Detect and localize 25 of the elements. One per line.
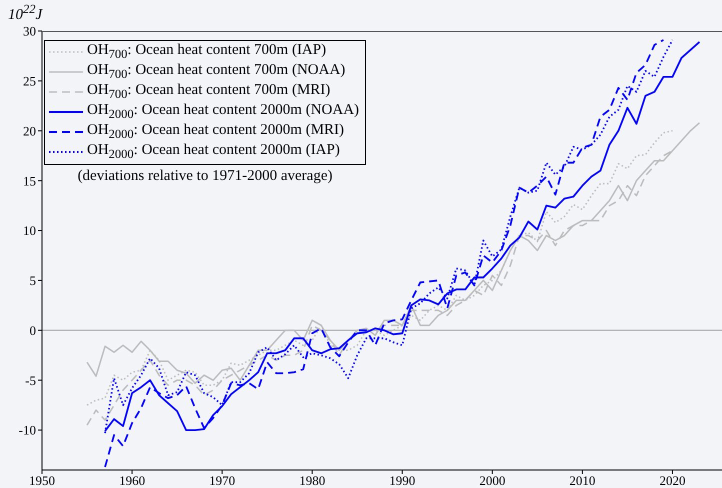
legend-label: OH$_{700}$: Ocean heat content 700m (IAP) xyxy=(87,42,326,62)
y-tick-label: 30 xyxy=(23,24,36,39)
x-tick-label: 2000 xyxy=(479,473,506,488)
y-tick-label: -5 xyxy=(25,372,36,388)
x-tick-label: 1980 xyxy=(299,473,326,488)
x-tick-label: 1970 xyxy=(209,473,236,488)
x-tick-label: 1990 xyxy=(389,473,416,488)
legend-label: OH$_{2000}$: Ocean heat content 2000m (NOAA) xyxy=(87,102,360,122)
legend-label: OH$_{2000}$: Ocean heat content 2000m (MRI) xyxy=(87,122,344,142)
y-tick-label: 20 xyxy=(23,123,36,138)
y-tick-label: 10 xyxy=(23,223,36,238)
y-tick-label: 15 xyxy=(23,173,36,188)
y-tick-label: 25 xyxy=(23,74,36,88)
legend-label: OH$_{700}$: Ocean heat content 700m (NOAA) xyxy=(87,62,346,82)
annotation: (deviations relative to 1971-2000 average) xyxy=(76,168,334,185)
x-tick-label: 2020 xyxy=(659,473,686,488)
x-tick-label: 1950 xyxy=(29,473,55,488)
y-tick-label: -10 xyxy=(18,422,36,438)
x-tick-label: 1960 xyxy=(119,473,146,488)
legend-label: OH$_{2000}$: Ocean heat content 2000m (IAP) xyxy=(87,142,340,162)
legend-label: OH$_{700}$: Ocean heat content 700m (MRI) xyxy=(87,82,330,102)
y-tick-label: 5 xyxy=(30,273,36,288)
x-tick-label: 2010 xyxy=(569,473,596,488)
y-tick-label: 0 xyxy=(30,322,36,338)
y-axis-title: 10$^{22}$J xyxy=(8,2,42,24)
